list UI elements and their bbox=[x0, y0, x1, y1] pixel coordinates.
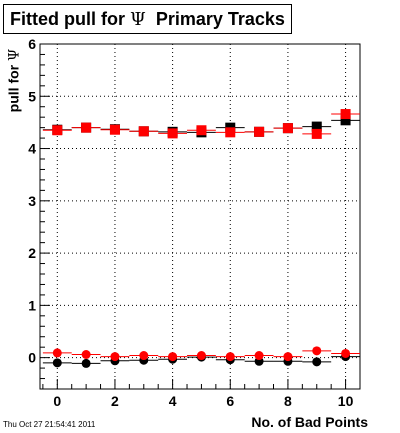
data-point-circle bbox=[225, 352, 235, 362]
plot-area bbox=[40, 44, 360, 389]
data-point-circle bbox=[139, 351, 149, 361]
data-point-circle bbox=[341, 348, 351, 358]
y-label-symbol: Ψ bbox=[6, 48, 23, 61]
y-tick-label: 2 bbox=[28, 245, 36, 261]
chart-title: Fitted pull for Ψ Primary Tracks bbox=[3, 4, 292, 34]
data-point-square bbox=[311, 121, 322, 132]
x-tick-label: 10 bbox=[338, 393, 354, 409]
data-point-square bbox=[340, 109, 351, 120]
title-prefix: Fitted pull for bbox=[10, 8, 125, 29]
data-point-circle bbox=[168, 352, 178, 362]
x-tick-label: 8 bbox=[284, 393, 292, 409]
x-tick-label: 6 bbox=[226, 393, 234, 409]
data-point-square bbox=[311, 128, 322, 139]
title-symbol: Ψ bbox=[130, 8, 146, 30]
data-point-square bbox=[254, 126, 265, 137]
data-point-circle bbox=[110, 352, 120, 362]
data-point-square bbox=[196, 125, 207, 136]
data-point-circle bbox=[283, 352, 293, 362]
x-tick-label: 4 bbox=[169, 393, 177, 409]
data-point-square bbox=[282, 123, 293, 134]
data-point-square bbox=[167, 128, 178, 139]
x-tick-label: 2 bbox=[111, 393, 119, 409]
data-point-circle bbox=[52, 358, 62, 368]
y-label-prefix: pull for bbox=[5, 64, 22, 113]
y-tick-label: 5 bbox=[28, 88, 36, 104]
data-point-circle bbox=[81, 350, 91, 359]
data-point-square bbox=[225, 127, 236, 138]
title-suffix: Primary Tracks bbox=[155, 8, 285, 29]
data-point-circle bbox=[312, 357, 322, 367]
data-point-square bbox=[138, 126, 149, 137]
y-tick-label: 4 bbox=[28, 141, 36, 157]
data-point-circle bbox=[81, 358, 91, 368]
timestamp: Thu Oct 27 21:54:41 2011 bbox=[3, 420, 96, 429]
y-axis-label: pull for Ψ bbox=[6, 41, 23, 121]
data-point-square bbox=[81, 122, 92, 133]
data-point-circle bbox=[52, 348, 62, 358]
plot-frame bbox=[39, 43, 361, 390]
data-point-circle bbox=[312, 346, 322, 356]
data-point-square bbox=[109, 124, 120, 135]
y-tick-label: 1 bbox=[28, 297, 36, 313]
x-tick-label: 0 bbox=[53, 393, 61, 409]
y-tick-label: 6 bbox=[28, 36, 36, 52]
data-point-square bbox=[340, 115, 351, 126]
y-tick-label: 3 bbox=[28, 193, 36, 209]
x-axis-label: No. of Bad Points bbox=[251, 414, 368, 430]
data-point-circle bbox=[196, 351, 206, 361]
data-point-circle bbox=[254, 351, 264, 361]
data-point-square bbox=[52, 125, 63, 136]
y-tick-label: 0 bbox=[28, 350, 36, 366]
